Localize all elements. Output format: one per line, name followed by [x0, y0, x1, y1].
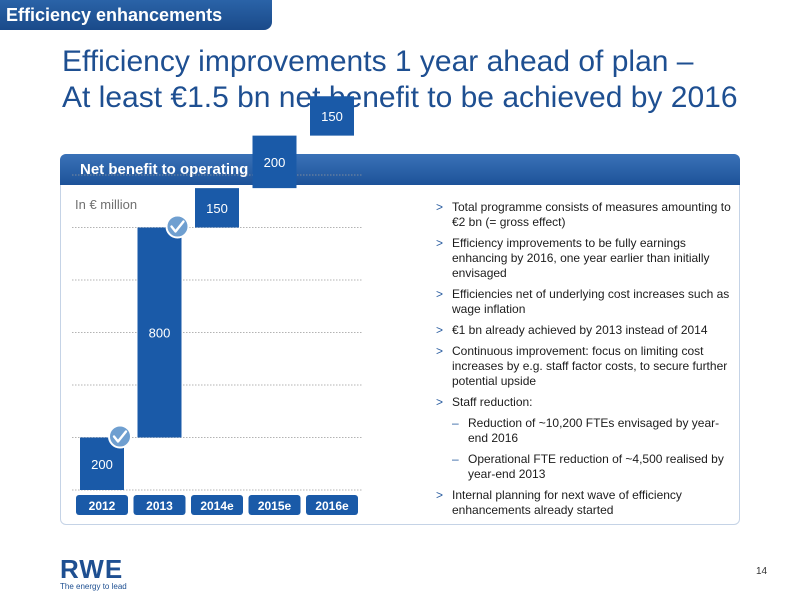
bullet-item: Staff reduction:	[436, 395, 736, 410]
bar-2016e	[310, 96, 354, 136]
category-label: 2012	[89, 499, 116, 513]
data-label: 150	[321, 109, 343, 124]
section-tab: Efficiency enhancements	[0, 0, 272, 30]
checkmark-icon	[108, 424, 132, 449]
bullet-list: Total programme consists of measures amo…	[436, 200, 736, 524]
bullet-item: Continuous improvement: focus on limitin…	[436, 344, 736, 389]
slide-title-line-2: At least €1.5 bn net benefit to be achie…	[62, 81, 738, 114]
category-box	[76, 495, 128, 515]
data-label: 200	[264, 155, 286, 170]
data-label: 800	[149, 326, 171, 341]
category-box	[191, 495, 243, 515]
checkmark-icon	[165, 214, 190, 239]
chart-unit-label: In € million	[75, 197, 138, 212]
category-box	[306, 495, 358, 515]
data-label: 200	[91, 457, 113, 472]
category-label: 2014e	[200, 499, 234, 513]
checkmark-stroke	[170, 220, 185, 233]
slide-title: Efficiency improvements 1 year ahead of …	[62, 44, 782, 116]
sub-bullet-item: Operational FTE reduction of ~4,500 real…	[436, 452, 736, 482]
checkmark-stroke	[112, 430, 128, 443]
category-box	[133, 495, 186, 515]
bullet-item: Internal planning for next wave of effic…	[436, 488, 736, 518]
category-label: 2015e	[258, 499, 292, 513]
bar-2015e	[252, 135, 297, 189]
page-number: 14	[756, 566, 768, 577]
bar-2013	[137, 227, 182, 438]
data-label: 150	[206, 201, 228, 216]
slide-title-line-1: Efficiency improvements 1 year ahead of …	[62, 45, 694, 78]
panel-header: Net benefit to operating result	[60, 154, 740, 185]
bullet-item: Efficiencies net of underlying cost incr…	[436, 287, 736, 317]
bar-2014e	[195, 188, 239, 228]
logo-tagline: The energy to lead	[60, 582, 127, 591]
bullet-item: €1 bn already achieved by 2013 instead o…	[436, 323, 736, 338]
sub-bullet-item: Reduction of ~10,200 FTEs envisaged by y…	[436, 416, 736, 446]
category-label: 2013	[146, 499, 173, 513]
rwe-logo: RWE The energy to lead	[60, 556, 130, 596]
category-label: 2016e	[315, 499, 349, 513]
category-box	[248, 495, 301, 515]
bullet-item: Efficiency improvements to be fully earn…	[436, 236, 736, 281]
bullet-item: Total programme consists of measures amo…	[436, 200, 736, 230]
logo-wordmark: RWE	[60, 554, 124, 584]
